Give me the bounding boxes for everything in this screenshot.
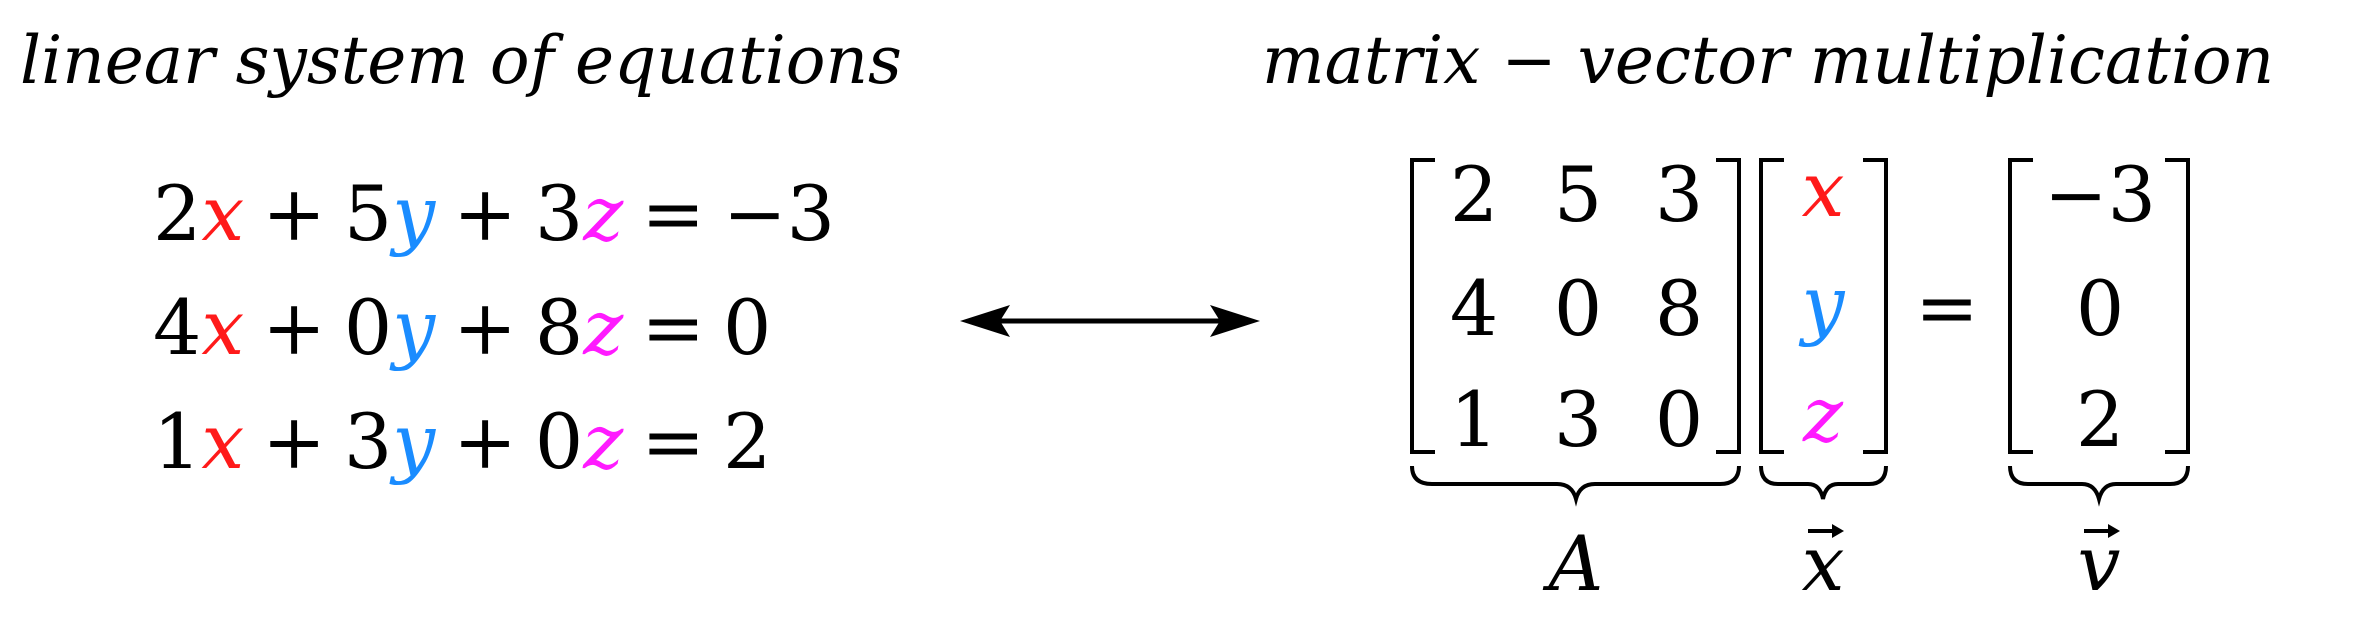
- coef-z: 8: [534, 283, 584, 372]
- brace-A: [1410, 465, 1741, 507]
- double-arrow-icon: [960, 305, 1260, 337]
- var-y: y: [392, 397, 436, 486]
- matrix-entry: 1: [1450, 375, 1498, 464]
- label-A: A: [1543, 519, 1604, 608]
- equals: =: [641, 283, 705, 372]
- rhs: 0: [723, 283, 772, 372]
- coef-y: 3: [343, 397, 393, 486]
- vector-entry-z: z: [1802, 370, 1844, 459]
- matrix-A-entries: 2 5 3 4 0 8 1 3 0: [1450, 150, 1703, 464]
- coef-x: 4: [153, 283, 202, 372]
- brace-v: [2008, 465, 2190, 507]
- vector-arrow-icon: [1832, 524, 1844, 538]
- vector-x-entries: x y z: [1799, 145, 1846, 459]
- matrix-entry: 3: [1554, 375, 1602, 464]
- var-x: x: [201, 283, 245, 372]
- equals: =: [641, 397, 705, 486]
- rhs: −3: [723, 169, 836, 258]
- matrix-entry: 0: [1554, 264, 1602, 353]
- plus: +: [453, 283, 517, 372]
- label-v-vector: v: [2078, 519, 2121, 608]
- matrix-A-left-bracket: [1410, 158, 1435, 454]
- var-z: z: [583, 169, 624, 258]
- coef-y: 0: [343, 283, 393, 372]
- vector-entry: 2: [2076, 375, 2124, 464]
- coef-z: 3: [534, 169, 584, 258]
- vector-entry-x: x: [1802, 145, 1845, 234]
- equals: =: [641, 169, 705, 258]
- coef-z: 0: [534, 397, 584, 486]
- coef-y: 5: [343, 169, 393, 258]
- equation-row-3: 1x +3y +0z = 2: [153, 404, 771, 480]
- matrix-entry: 8: [1655, 264, 1703, 353]
- brace-x: [1759, 465, 1888, 500]
- equation-row-1: 2x +5y +3z = −3: [153, 176, 835, 252]
- label-x: x: [1802, 519, 1845, 608]
- var-x: x: [201, 397, 245, 486]
- equation-row-2: 4x +0y +8z = 0: [153, 290, 771, 366]
- plus: +: [262, 169, 326, 258]
- right-heading: matrix − vector multiplication: [1262, 22, 2275, 99]
- vector-arrow-icon: [2108, 524, 2120, 538]
- coef-x: 1: [153, 397, 202, 486]
- vector-x-left-bracket: [1759, 158, 1784, 454]
- var-x: x: [201, 169, 245, 258]
- plus: +: [262, 397, 326, 486]
- label-v: v: [2078, 519, 2121, 608]
- plus: +: [453, 397, 517, 486]
- vector-v-entries: −3 0 2: [2044, 150, 2156, 464]
- matrix-entry: 4: [1450, 264, 1498, 353]
- plus: +: [262, 283, 326, 372]
- matrix-entry: 0: [1655, 375, 1703, 464]
- vector-entry: −3: [2044, 150, 2156, 239]
- matrix-entry: 3: [1655, 150, 1703, 239]
- var-z: z: [583, 397, 624, 486]
- var-y: y: [392, 283, 436, 372]
- vector-x-right-bracket: [1863, 158, 1888, 454]
- vector-v-left-bracket: [2008, 158, 2033, 454]
- var-z: z: [583, 283, 624, 372]
- matrix-entry: 2: [1450, 150, 1498, 239]
- plus: +: [453, 169, 517, 258]
- var-y: y: [392, 169, 436, 258]
- rhs: 2: [723, 397, 772, 486]
- label-x-vector: x: [1802, 519, 1845, 608]
- vector-entry-y: y: [1799, 259, 1846, 348]
- equals-sign: =: [1915, 263, 1979, 352]
- matrix-A-right-bracket: [1716, 158, 1741, 454]
- vector-entry: 0: [2076, 264, 2124, 353]
- matrix-entry: 5: [1554, 150, 1602, 239]
- coef-x: 2: [153, 169, 202, 258]
- left-heading: linear system of equations: [20, 22, 902, 99]
- vector-v-right-bracket: [2165, 158, 2190, 454]
